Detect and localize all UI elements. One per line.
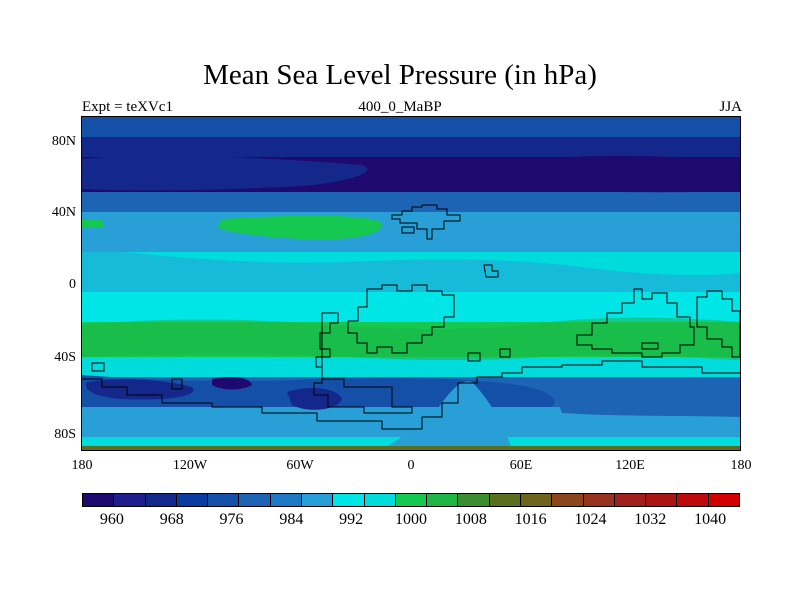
colorbar-label: 1032 bbox=[634, 511, 667, 528]
coast-south-strip bbox=[82, 360, 740, 430]
colorbar-swatch bbox=[677, 494, 709, 506]
colorbar-swatch bbox=[395, 494, 428, 506]
north-low-west bbox=[82, 155, 368, 191]
colorbar-swatch bbox=[145, 494, 177, 506]
coast-nz bbox=[696, 290, 740, 358]
south-cyan-wedge bbox=[382, 381, 512, 450]
south-low-dark-a bbox=[86, 379, 194, 400]
season-label: JJA bbox=[719, 99, 742, 115]
y-tick-label: 40S bbox=[54, 350, 76, 365]
x-tick-label: 120W bbox=[172, 458, 208, 473]
north-green-patch bbox=[217, 215, 383, 240]
colorbar-swatch bbox=[583, 494, 615, 506]
colorbar-swatch bbox=[552, 494, 584, 506]
colorbar-label: 992 bbox=[339, 511, 364, 528]
y-tick-label: 0 bbox=[69, 277, 76, 292]
x-tick-label: 180 bbox=[730, 458, 752, 473]
equator-blue-tongue bbox=[82, 247, 740, 292]
colorbar-swatch bbox=[270, 494, 302, 506]
colorbar bbox=[82, 493, 740, 507]
band-equator bbox=[82, 292, 740, 322]
coast-australia bbox=[576, 288, 695, 358]
colorbar-label: 1000 bbox=[395, 511, 427, 528]
y-tick-label: 80S bbox=[54, 427, 76, 442]
colorbar-swatch bbox=[614, 494, 647, 506]
band-north-sub bbox=[82, 192, 740, 212]
south-low-dark-c bbox=[212, 377, 252, 390]
colorbar-swatch bbox=[520, 494, 553, 506]
coast-east-islands bbox=[483, 264, 499, 278]
colorbar-swatch bbox=[239, 494, 271, 506]
y-tick-label: 80N bbox=[51, 134, 76, 149]
colorbar-label: 1008 bbox=[454, 511, 487, 528]
coast-south-america bbox=[313, 312, 413, 414]
band-north-high bbox=[82, 137, 740, 157]
colorbar-swatch bbox=[333, 494, 365, 506]
x-tick-label: 0 bbox=[407, 458, 415, 473]
colorbar-label: 1024 bbox=[574, 511, 607, 528]
colorbar-label: 1016 bbox=[514, 511, 547, 528]
band-north-pole bbox=[82, 117, 740, 137]
experiment-label: Expt = teXVc1 bbox=[82, 99, 173, 115]
colorbar-label: 960 bbox=[99, 511, 124, 528]
x-tick-label: 180 bbox=[71, 458, 93, 473]
colorbar-swatch bbox=[208, 494, 240, 506]
band-south-subtropic bbox=[82, 357, 740, 377]
map-title: Mean Sea Level Pressure (in hPa) bbox=[203, 59, 597, 91]
coast-north-africa bbox=[391, 204, 461, 240]
colorbar-swatch bbox=[458, 494, 490, 506]
x-tick-label: 60W bbox=[286, 458, 314, 473]
band-north-temperate bbox=[82, 212, 740, 252]
coast-south-islands-a bbox=[91, 362, 105, 372]
south-low-east bbox=[552, 377, 740, 417]
colorbar-label: 976 bbox=[219, 511, 244, 528]
colorbar-swatch bbox=[83, 494, 115, 506]
x-tick-label: 60E bbox=[509, 458, 533, 473]
colorbar-swatch bbox=[176, 494, 209, 506]
coast-south-islands-e bbox=[641, 342, 659, 350]
north-low-east bbox=[481, 155, 740, 193]
pressure-map bbox=[81, 116, 741, 451]
x-tick-label: 120E bbox=[615, 458, 645, 473]
south-green-shape bbox=[82, 317, 740, 361]
colorbar-label: 968 bbox=[159, 511, 184, 528]
coast-south-islands-b bbox=[171, 378, 183, 390]
colorbar-swatch bbox=[427, 494, 459, 506]
coast-south-islands-d bbox=[499, 348, 511, 358]
colorbar-label: 984 bbox=[279, 511, 304, 528]
y-tick-label: 40N bbox=[51, 205, 76, 220]
coast-islands-north bbox=[401, 226, 415, 234]
colorbar-swatch bbox=[646, 494, 678, 506]
colorbar-swatch bbox=[708, 494, 739, 506]
colorbar-swatch bbox=[301, 494, 334, 506]
coast-south-islands-c bbox=[467, 352, 481, 362]
colorbar-swatch bbox=[489, 494, 521, 506]
colorbar-swatch bbox=[114, 494, 146, 506]
time-label: 400_0_MaBP bbox=[358, 99, 442, 115]
coast-africa bbox=[347, 284, 455, 354]
colorbar-label: 1040 bbox=[694, 511, 727, 528]
south-pole-edge bbox=[82, 446, 740, 450]
colorbar-swatch bbox=[364, 494, 396, 506]
north-green-west bbox=[82, 220, 104, 228]
